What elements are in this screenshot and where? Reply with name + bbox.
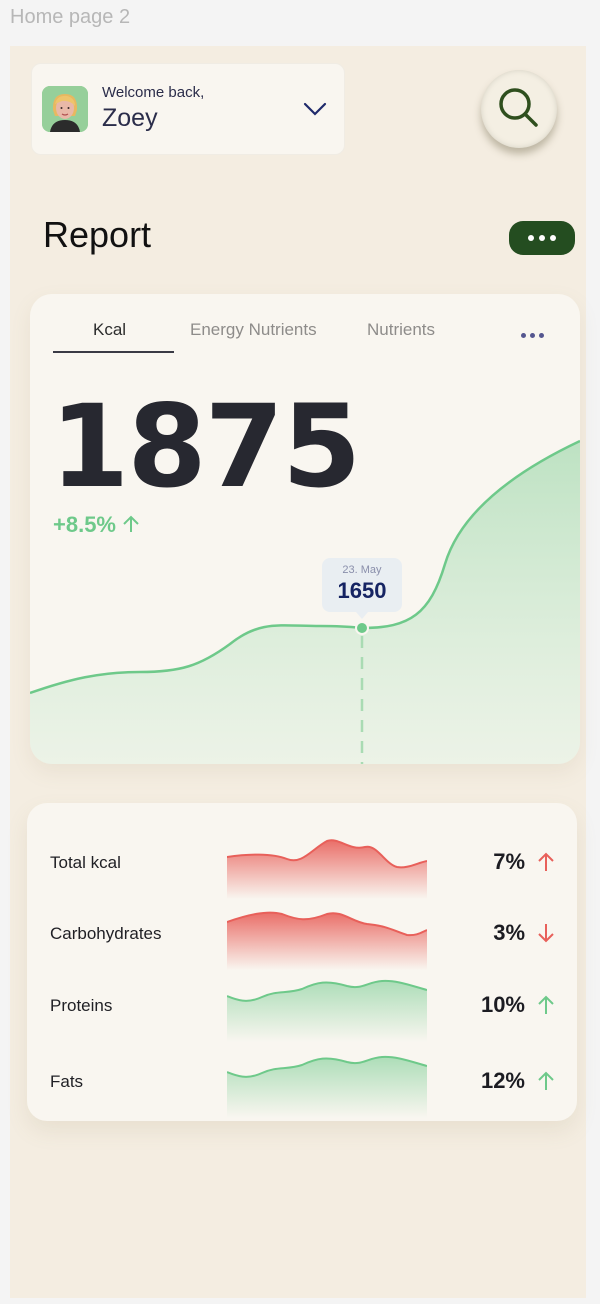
stat-label: Carbohydrates [50,924,162,943]
search-button[interactable] [481,70,557,148]
tabs-more-button[interactable] [521,333,544,338]
kcal-delta: +8.5% [53,512,140,538]
arrow-up-icon [538,1071,554,1090]
stat-row-carbohydrates[interactable]: Carbohydrates 3% [27,910,577,970]
more-horizontal-icon [528,235,534,241]
kcal-value: 1875 [50,380,361,513]
nutrient-stats-card: Total kcal 7% Carbohydrates 3% Proteins [27,803,577,1121]
stat-row-fats[interactable]: Fats 12% [27,1055,577,1118]
arrow-up-icon [538,995,554,1014]
search-icon [499,88,538,127]
tooltip-date: 23. May [342,564,382,576]
chart-tooltip: 23. May 1650 [322,558,402,619]
sparkline [227,1055,427,1118]
user-avatar-icon [42,86,88,132]
stat-value: 12% [480,1068,525,1093]
stat-row-proteins[interactable]: Proteins 10% [27,979,577,1042]
kcal-area-chart [30,439,580,764]
stat-row-total-kcal[interactable]: Total kcal 7% [27,839,577,899]
arrow-up-icon [123,515,139,532]
user-profile-card[interactable]: Welcome back, Zoey [31,63,345,155]
active-tab-indicator [53,351,174,353]
dot [530,333,535,338]
tab-nutrients[interactable]: Nutrients [367,320,436,339]
dot [550,235,556,241]
delta-text: +8.5% [53,512,116,537]
report-more-button[interactable] [509,221,575,255]
report-tabs: Kcal Energy Nutrients Nutrients [52,320,558,354]
stat-value: 10% [480,992,525,1017]
dot [539,235,545,241]
stat-value: 3% [493,920,525,945]
sparkline [227,979,427,1042]
stat-label: Proteins [50,996,113,1015]
stat-value: 7% [493,849,525,874]
tab-kcal[interactable]: Kcal [93,320,127,339]
dot [539,333,544,338]
chevron-down-icon[interactable] [302,99,328,119]
stat-label: Fats [50,1072,84,1091]
sparkline [227,911,427,970]
kcal-report-card: Kcal Energy Nutrients Nutrients 1875 +8.… [30,294,580,764]
arrow-up-icon [538,852,554,871]
welcome-text: Welcome back, [102,84,205,101]
tooltip-value: 1650 [337,578,387,603]
more-horizontal-icon [521,333,526,338]
app-frame: Welcome back, Zoey Report [10,46,586,1298]
page-title: Report [43,214,152,255]
sparkline [227,839,427,899]
tab-energy-nutrients[interactable]: Energy Nutrients [190,320,317,339]
username: Zoey [102,104,158,132]
page-label: Home page 2 [10,6,131,28]
arrow-down-icon [538,924,554,943]
avatar [42,86,88,132]
stat-label: Total kcal [50,853,121,872]
